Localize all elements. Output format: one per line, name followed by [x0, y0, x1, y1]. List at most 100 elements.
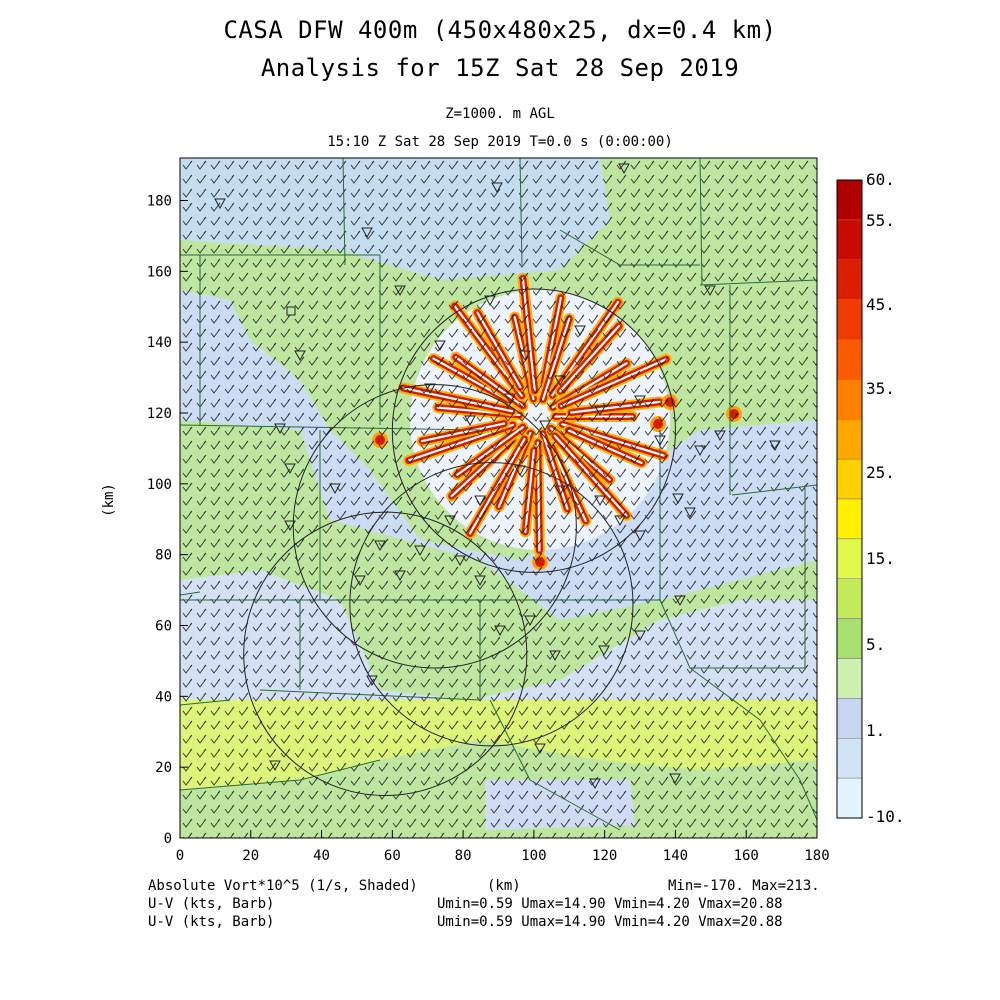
radar-rings: [243, 288, 676, 796]
station-marker: [554, 375, 566, 387]
colorbar-segment: [836, 339, 863, 380]
x-tick-label: 180: [804, 848, 829, 864]
station-marker: [454, 555, 466, 567]
y-tick-label: 180: [147, 194, 172, 210]
colorbar-label: -10.: [866, 807, 905, 826]
station-marker: [329, 483, 341, 495]
x-tick-label: 120: [592, 848, 617, 864]
x-tick-label: 100: [521, 848, 546, 864]
station-marker: [394, 570, 406, 582]
wind-barbs: [180, 158, 817, 838]
station-marker: [374, 540, 386, 552]
station-marker: [474, 495, 486, 507]
colorbar-label: 5.: [866, 635, 885, 654]
station-marker: [484, 295, 496, 307]
station-marker: [618, 163, 630, 175]
colorbar-segment: [836, 738, 863, 779]
x-tick-label: 80: [455, 848, 472, 864]
y-tick-label: 40: [155, 689, 172, 705]
station-marker: [424, 383, 436, 395]
x-tick-label: 160: [734, 848, 759, 864]
map-title-line1: CASA DFW 400m (450x480x25, dx=0.4 km): [223, 16, 777, 44]
y-tick-label: 80: [155, 548, 172, 564]
level-label: Z=1000. m AGL: [445, 106, 555, 122]
station-marker: [534, 743, 546, 755]
y-tick-label: 120: [147, 406, 172, 422]
station-marker: [589, 778, 601, 790]
wind-label-2: U-V (kts, Barb): [148, 914, 275, 930]
colorbar-segment: [836, 379, 863, 420]
x-tick-label: 20: [242, 848, 259, 864]
station-marker: [214, 198, 226, 210]
station-marker: [714, 430, 726, 442]
colorbar-frame: [836, 179, 863, 819]
colorbar-label: 55.: [866, 211, 895, 230]
county-borders: [180, 158, 817, 831]
station-marker: [284, 520, 296, 532]
map-plot: [179, 157, 818, 839]
station-marker: [361, 227, 373, 239]
station-marker: [524, 615, 536, 627]
station-marker: [514, 465, 526, 477]
station-marker: [669, 773, 681, 785]
field-label: Absolute Vort*10^5 (1/s, Shaded): [148, 878, 418, 894]
station-marker: [684, 507, 696, 519]
station-marker: [654, 435, 666, 447]
colorbar-label: 35.: [866, 379, 895, 398]
map-title-line2: Analysis for 15Z Sat 28 Sep 2019: [260, 54, 740, 82]
station-marker: [519, 350, 531, 362]
station-marker: [694, 445, 706, 457]
station-marker: [394, 285, 406, 297]
station-marker: [634, 630, 646, 642]
colorbar-segment: [836, 658, 863, 699]
min-max-label: Min=-170. Max=213.: [668, 878, 820, 894]
colorbar-segment: [836, 299, 863, 340]
wind-stats-1: Umin=0.59 Umax=14.90 Vmin=4.20 Vmax=20.8…: [437, 896, 783, 912]
station-marker: [491, 182, 503, 194]
station-marker: [769, 440, 781, 452]
station-marker: [284, 463, 296, 475]
colorbar-label: 45.: [866, 295, 895, 314]
y-axis: 0 20 40 60 80 100 120 140 160 180: [147, 194, 188, 847]
x-axis-label: (km): [487, 878, 521, 894]
y-tick-label: 100: [147, 477, 172, 493]
station-marker: [598, 645, 610, 657]
station-marker: [434, 340, 446, 352]
colorbar-segment: [836, 219, 863, 260]
station-marker: [464, 415, 476, 427]
radar-ring: [243, 511, 528, 796]
station-marker: [672, 493, 684, 505]
colorbar-segment: [836, 618, 863, 659]
colorbar-segment: [836, 458, 863, 500]
site-marker: [286, 306, 296, 316]
radar-ring: [349, 462, 634, 747]
x-tick-label: 40: [313, 848, 330, 864]
colorbar-segment: [836, 698, 863, 739]
station-marker: [366, 675, 378, 687]
time-label: 15:10 Z Sat 28 Sep 2019 T=0.0 s (0:00:00…: [327, 134, 673, 150]
station-marker: [574, 325, 586, 337]
colorbar-label: 25.: [866, 463, 895, 482]
station-marker: [444, 515, 456, 527]
colorbar-segment: [836, 777, 863, 819]
station-marker: [539, 420, 551, 432]
colorbar-segment: [836, 179, 863, 221]
station-marker: [594, 405, 606, 417]
station-marker: [594, 495, 606, 507]
station-markers: [214, 163, 781, 790]
station-marker: [294, 350, 306, 362]
station-marker: [474, 575, 486, 587]
station-marker: [494, 625, 506, 637]
station-marker: [554, 485, 566, 497]
wind-label-1: U-V (kts, Barb): [148, 896, 275, 912]
colorbar-segment: [836, 578, 863, 619]
station-marker: [354, 575, 366, 587]
colorbar-segment: [836, 538, 863, 579]
y-tick-label: 160: [147, 264, 172, 280]
x-tick-label: 0: [176, 848, 184, 864]
radar-ring: [391, 288, 676, 573]
wind-stats-2: Umin=0.59 Umax=14.90 Vmin=4.20 Vmax=20.8…: [437, 914, 783, 930]
station-marker: [504, 393, 516, 405]
station-marker: [634, 395, 646, 407]
